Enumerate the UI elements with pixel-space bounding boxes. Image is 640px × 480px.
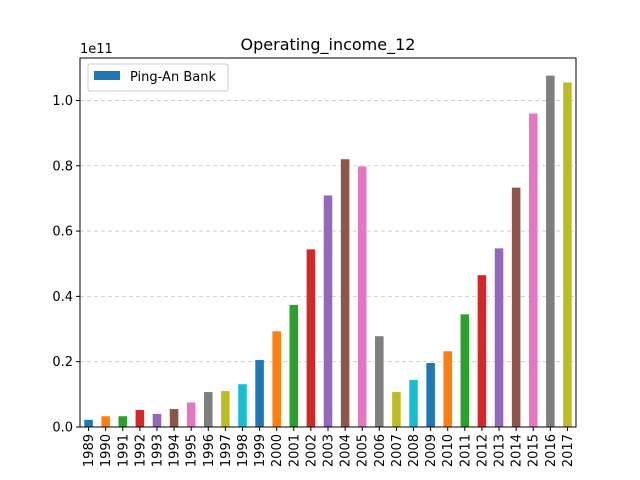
bar-2015 [528,113,538,427]
bar-1999 [255,360,264,427]
bar-2014 [511,187,521,427]
x-tick-label: 1990 [99,434,114,467]
x-tick-label: 1989 [82,434,97,467]
y-axis-ticks: 0.0 0.2 0.4 0.6 0.8 1.0 [52,94,80,436]
bar-1998 [238,384,247,427]
y-tick-label: 0.0 [52,421,73,436]
y-tick-label: 0.8 [52,159,73,174]
x-tick-label: 1994 [168,434,183,467]
x-tick-label: 2012 [475,434,490,467]
bar-2004 [340,159,350,427]
x-tick-label: 1991 [116,434,131,467]
x-tick-label: 1992 [133,434,148,467]
x-tick-label: 1998 [236,434,251,467]
y-tick-label: 1.0 [52,94,73,109]
x-axis-label: ____ [314,471,342,480]
x-tick-label: 2000 [270,434,285,467]
bar-2011 [460,314,470,427]
bar-2016 [546,75,555,427]
bar-2002 [306,249,316,427]
bar-1991 [118,416,128,427]
x-tick-label: 2004 [339,434,354,467]
chart-title: Operating_income_12 [241,35,416,55]
x-tick-label: 2011 [458,434,473,467]
legend-swatch [94,71,120,80]
bar-1992 [135,410,145,427]
bar-1989 [84,419,93,427]
bar-1995 [186,402,196,427]
x-tick-label: 2005 [356,434,371,467]
bar-2007 [392,392,401,427]
x-tick-label: 1996 [202,434,217,467]
x-tick-label: 2009 [424,434,439,467]
bar-2010 [443,351,452,427]
bar-1996 [204,392,213,427]
plot-frame [79,57,577,428]
bar-2001 [289,304,299,427]
x-tick-label: 2017 [561,434,576,467]
x-tick-label: 1995 [185,434,200,467]
y-axis-offset-label: 1e11 [80,42,113,57]
bar-2013 [494,248,504,427]
y-tick-label: 0.4 [52,290,73,305]
bar-1993 [152,413,162,427]
bar-2009 [426,362,435,427]
x-tick-label: 2010 [441,434,456,467]
x-tick-label: 2016 [544,434,559,467]
x-tick-label: 1993 [150,434,165,467]
bar-2017 [563,82,572,427]
bar-1990 [101,416,110,427]
x-tick-label: 2006 [373,434,388,467]
legend: Ping-An Bank [87,63,229,92]
x-tick-label: 2008 [407,434,422,467]
x-tick-label: 2003 [322,434,337,467]
x-tick-label: 2001 [287,434,302,467]
y-tick-label: 0.2 [52,355,73,370]
y-tick-label: 0.6 [52,225,73,240]
bar-2006 [375,336,384,427]
bar-1994 [169,409,179,427]
x-tick-label: 1997 [219,434,234,467]
x-tick-label: 2007 [390,434,405,467]
bar-1997 [221,391,230,427]
bar-2003 [323,195,333,427]
x-tick-label: 2013 [493,434,508,467]
bar-2005 [357,166,367,427]
bar-2008 [409,379,418,427]
x-tick-label: 2014 [510,434,525,467]
x-axis-ticks: 1989 1990 1991 1992 1993 1994 1995 1996 1997 1998… [82,427,576,467]
bar-2000 [272,331,281,427]
bar-2012 [477,275,487,427]
x-tick-label: 2015 [527,434,542,467]
x-tick-label: 1999 [253,434,268,467]
bars [84,75,572,427]
x-tick-label: 2002 [304,434,319,467]
legend-label: Ping-An Bank [130,70,216,85]
legend-box [87,63,229,92]
